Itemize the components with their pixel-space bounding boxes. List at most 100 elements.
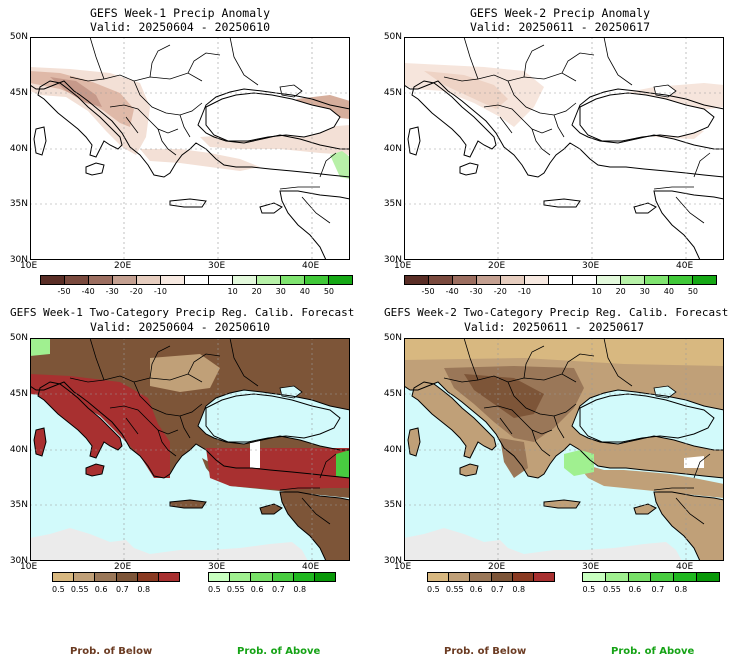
panel-title: GEFS Week-2 Two-Category Precip Reg. Cal…	[384, 306, 729, 319]
colorbar-tick-label: 0.6	[94, 585, 108, 594]
colorbar-tick-label: -20	[493, 287, 507, 296]
colorbar-swatch	[305, 276, 329, 284]
colorbar-tick-label: 0.7	[651, 585, 665, 594]
lat-tick-label: 40N	[9, 444, 28, 455]
panel-title: GEFS Week-2 Precip Anomaly	[469, 6, 650, 20]
colorbar-tick-label: 0.6	[628, 585, 642, 594]
panel-valid-dates: Valid: 20250604 - 20250610	[89, 320, 270, 334]
colorbar-swatch	[272, 573, 294, 581]
colorbar-tick-label: 0.55	[445, 585, 464, 594]
colorbar-swatch	[645, 276, 669, 284]
lat-tick-label: 45N	[383, 388, 402, 399]
lat-tick-label: 30N	[383, 556, 402, 566]
colorbar-swatch	[209, 573, 231, 581]
colorbar-swatch	[428, 573, 450, 581]
colorbar-swatch	[314, 573, 336, 581]
colorbar-swatch	[453, 276, 477, 284]
colorbar-swatch	[137, 573, 159, 581]
colorbar-tick-label: 0.5	[208, 585, 221, 594]
colorbar-swatch	[329, 276, 352, 284]
map-week2-probability	[404, 338, 724, 561]
lat-tick-label: 35N	[9, 500, 28, 511]
colorbar-tick-label: 40	[663, 287, 674, 296]
panel-valid-dates: Valid: 20250604 - 20250610	[89, 20, 270, 34]
colorbar-tick-label: -10	[517, 287, 531, 296]
lat-tick-label: 50N	[9, 333, 28, 343]
colorbar-swatch	[95, 573, 117, 581]
prob-above-colorbar	[582, 572, 720, 582]
panel-valid-dates: Valid: 20250611 - 20250617	[469, 20, 650, 34]
colorbar-swatch	[281, 276, 305, 284]
lon-tick-label: 40E	[676, 261, 694, 271]
lat-tick-label: 35N	[383, 500, 402, 511]
colorbar-swatch	[525, 276, 549, 284]
colorbar-swatch	[65, 276, 89, 284]
lon-tick-label: 10E	[20, 261, 38, 271]
colorbar-tick-label: -30	[469, 287, 483, 296]
colorbar-swatch	[113, 276, 137, 284]
colorbar-swatch	[161, 276, 185, 284]
anomaly-colorbar	[40, 275, 353, 285]
colorbar-tick-label: 30	[639, 287, 650, 296]
lon-tick-label: 10E	[20, 562, 38, 572]
colorbar-tick-label: 0.8	[674, 585, 688, 594]
colorbar-tick-label: 30	[275, 287, 286, 296]
colorbar-swatch	[573, 276, 597, 284]
lat-tick-label: 35N	[383, 199, 402, 210]
prob-above-colorbar	[208, 572, 336, 582]
colorbar-tick-label: 0.55	[70, 585, 89, 594]
colorbar-tick-label: 0.8	[512, 585, 526, 594]
lat-tick-label: 45N	[9, 388, 28, 399]
colorbar-tick-label: 0.8	[293, 585, 307, 594]
colorbar-swatch	[53, 573, 75, 581]
colorbar-swatch	[89, 276, 113, 284]
lat-tick-label: 30N	[9, 255, 28, 265]
colorbar-swatch	[209, 276, 233, 284]
colorbar-swatch	[405, 276, 429, 284]
colorbar-tick-label: 40	[299, 287, 310, 296]
colorbar-tick-label: 0.6	[469, 585, 483, 594]
lon-tick-label: 20E	[114, 562, 132, 572]
colorbar-swatch	[158, 573, 180, 581]
lon-tick-label: 40E	[302, 261, 320, 271]
colorbar-tick-label: 20	[251, 287, 262, 296]
anomaly-colorbar	[404, 275, 717, 285]
prob-above-label: Prob. of Above	[611, 646, 695, 657]
colorbar-tick-label: 0.7	[116, 585, 129, 594]
panel-title: GEFS Week-1 Two-Category Precip Reg. Cal…	[10, 306, 355, 319]
colorbar-swatch	[621, 276, 645, 284]
colorbar-tick-label: 0.5	[582, 585, 596, 594]
lon-tick-label: 20E	[114, 261, 132, 271]
prob-below-label: Prob. of Below	[444, 646, 527, 657]
lat-tick-label: 40N	[383, 444, 402, 455]
panel-valid-dates: Valid: 20250611 - 20250617	[463, 320, 644, 334]
colorbar-tick-label: -10	[153, 287, 167, 296]
colorbar-swatch	[477, 276, 501, 284]
lat-tick-label: 50N	[9, 32, 28, 42]
lon-tick-label: 30E	[208, 562, 226, 572]
colorbar-tick-label: 0.7	[491, 585, 504, 594]
lon-tick-label: 10E	[394, 261, 412, 271]
colorbar-tick-label: 0.6	[250, 585, 264, 594]
colorbar-swatch	[628, 573, 652, 581]
colorbar-swatch	[251, 573, 273, 581]
colorbar-swatch	[293, 573, 315, 581]
colorbar-tick-label: 20	[615, 287, 626, 296]
colorbar-tick-label: 0.8	[137, 585, 151, 594]
colorbar-tick-label: 10	[591, 287, 602, 296]
colorbar-swatch	[583, 573, 606, 581]
lon-tick-label: 40E	[302, 562, 320, 572]
map-week1-probability	[30, 338, 350, 561]
lon-tick-label: 30E	[582, 261, 600, 271]
colorbar-swatch	[41, 276, 65, 284]
colorbar-swatch	[693, 276, 716, 284]
colorbar-tick-label: 0.55	[226, 585, 245, 594]
prob-below-colorbar	[52, 572, 180, 582]
colorbar-tick-label: -40	[81, 287, 95, 296]
colorbar-tick-label: 10	[227, 287, 238, 296]
lon-tick-label: 20E	[488, 562, 506, 572]
colorbar-swatch	[674, 573, 698, 581]
colorbar-tick-label: 0.5	[52, 585, 65, 594]
prob-below-label: Prob. of Below	[70, 646, 153, 657]
colorbar-tick-label: 0.7	[272, 585, 285, 594]
